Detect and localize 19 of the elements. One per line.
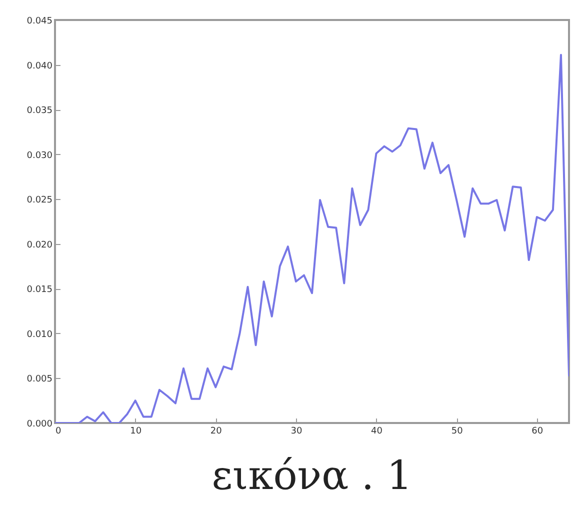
y-tick-label: 0.015 xyxy=(26,285,52,296)
y-tick-label: 0.045 xyxy=(26,16,52,26)
y-tick-label: 0.035 xyxy=(26,106,52,116)
text: εικόνα . 1 xyxy=(212,453,412,499)
x-tick-label: 60 xyxy=(532,426,544,436)
x-tick-label: 0 xyxy=(56,426,62,436)
y-tick-label: 0.010 xyxy=(26,330,53,340)
y-tick-label: 0.020 xyxy=(26,240,53,250)
y-tick-label: 0.005 xyxy=(26,374,52,385)
y-tick-label: 0.000 xyxy=(26,420,53,430)
x-tick-label: 20 xyxy=(210,426,222,436)
y-tick-label: 0.030 xyxy=(26,150,53,161)
y-tick-label: 0.040 xyxy=(26,61,53,72)
x-tick-label: 10 xyxy=(130,426,142,436)
y-tick-label: 0.025 xyxy=(26,196,52,206)
line-series xyxy=(55,54,569,423)
x-tick-label: 50 xyxy=(451,426,464,436)
x-tick-label: 40 xyxy=(371,426,383,436)
x-tick-label: 30 xyxy=(290,426,302,436)
